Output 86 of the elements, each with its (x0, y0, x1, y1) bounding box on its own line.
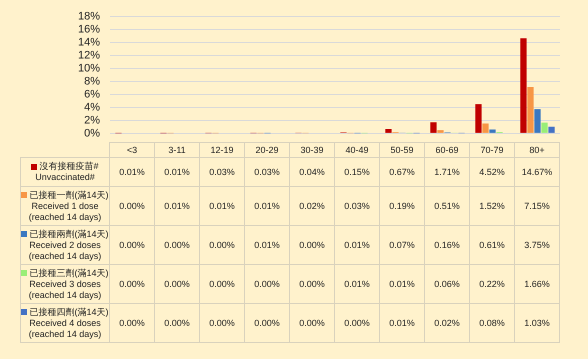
data-label: 0.15% (334, 158, 380, 186)
data-label: 0.00% (290, 226, 334, 264)
bar (541, 122, 548, 133)
y-tick-label: 14% (78, 36, 100, 49)
x-tick-label: 60-69 (424, 142, 470, 158)
data-label: 0.01% (380, 264, 424, 304)
data-label: 0.01% (200, 186, 244, 226)
bar (548, 126, 555, 133)
data-label: 0.00% (110, 226, 154, 264)
data-label: 1.52% (470, 186, 514, 226)
data-label: 0.03% (334, 186, 380, 226)
data-label: 0.00% (110, 264, 154, 304)
x-tick-label: 12-19 (200, 142, 244, 158)
data-label: 0.01% (334, 226, 380, 264)
data-label: 0.01% (244, 226, 290, 264)
bar (520, 38, 527, 133)
data-label: 0.19% (380, 186, 424, 226)
y-tick-label: 0% (84, 127, 100, 140)
data-label: 0.08% (470, 304, 514, 342)
y-tick-label: 10% (78, 62, 100, 75)
data-label: 0.00% (154, 304, 200, 342)
data-label: 0.22% (470, 264, 514, 304)
data-label: 0.07% (380, 226, 424, 264)
y-tick-label: 16% (78, 24, 100, 36)
x-tick-label: 20-29 (244, 142, 290, 158)
legend-label: 已接種四劑(滿14天) Received 4 doses (reached 14 days) (20, 304, 110, 342)
legend-label: 已接種一劑(滿14天) Received 1 dose (reached 14 days) (20, 186, 110, 226)
data-label: 0.01% (154, 158, 200, 186)
legend-label: 沒有接種疫苗# Unvaccinated# (20, 158, 110, 186)
bar (385, 129, 392, 133)
y-tick-label: 4% (84, 101, 100, 114)
bar (489, 129, 496, 133)
data-label: 0.01% (380, 304, 424, 342)
data-label: 0.00% (154, 264, 200, 304)
data-label: 0.00% (154, 226, 200, 264)
x-tick-label: 40-49 (334, 142, 380, 158)
data-label: 7.15% (514, 186, 560, 226)
legend-label: 已接種三劑(滿14天) Received 3 doses (reached 14 days) (20, 264, 110, 304)
data-label: 0.02% (290, 186, 334, 226)
bar (534, 109, 541, 133)
x-tick-label: 70-79 (470, 142, 514, 158)
data-label: 4.52% (470, 158, 514, 186)
y-tick-label: 18% (78, 10, 100, 23)
data-label: 0.51% (424, 186, 470, 226)
data-label: 0.03% (244, 158, 290, 186)
legend-label: 已接種兩劑(滿14天) Received 2 doses (reached 14 days) (20, 226, 110, 264)
bar (482, 124, 489, 133)
bar (437, 130, 444, 133)
data-label: 0.01% (154, 186, 200, 226)
data-label: 3.75% (514, 226, 560, 264)
data-label: 0.03% (200, 158, 244, 186)
x-tick-label: 3-11 (154, 142, 200, 158)
data-label: 1.03% (514, 304, 560, 342)
data-label: 0.01% (110, 158, 154, 186)
y-tick-label: 8% (84, 76, 100, 88)
data-label: 0.00% (290, 304, 334, 342)
data-label: 0.01% (244, 186, 290, 226)
data-label: 0.00% (110, 304, 154, 342)
y-tick-label: 2% (84, 114, 100, 126)
data-label: 0.02% (424, 304, 470, 342)
data-label: 0.00% (200, 304, 244, 342)
bar (475, 104, 482, 133)
data-label: 0.04% (290, 158, 334, 186)
bar (527, 87, 534, 133)
data-label: 0.00% (334, 304, 380, 342)
x-tick-label: 80+ (514, 142, 560, 158)
data-label: 14.67% (514, 158, 560, 186)
y-tick-label: 12% (78, 50, 100, 62)
x-tick-label: 50-59 (380, 142, 424, 158)
x-tick-label: <3 (110, 142, 154, 158)
data-label: 0.61% (470, 226, 514, 264)
data-label: 0.00% (110, 186, 154, 226)
data-label: 0.16% (424, 226, 470, 264)
data-label: 0.00% (290, 264, 334, 304)
data-label: 1.66% (514, 264, 560, 304)
data-label: 0.00% (200, 264, 244, 304)
data-label: 0.06% (424, 264, 470, 304)
data-label: 1.71% (424, 158, 470, 186)
data-label: 0.00% (244, 264, 290, 304)
data-label: 0.67% (380, 158, 424, 186)
y-tick-label: 6% (84, 88, 100, 100)
data-label: 0.00% (244, 304, 290, 342)
bar (430, 122, 437, 133)
data-label: 0.01% (334, 264, 380, 304)
x-tick-label: 30-39 (290, 142, 334, 158)
data-label: 0.00% (200, 226, 244, 264)
